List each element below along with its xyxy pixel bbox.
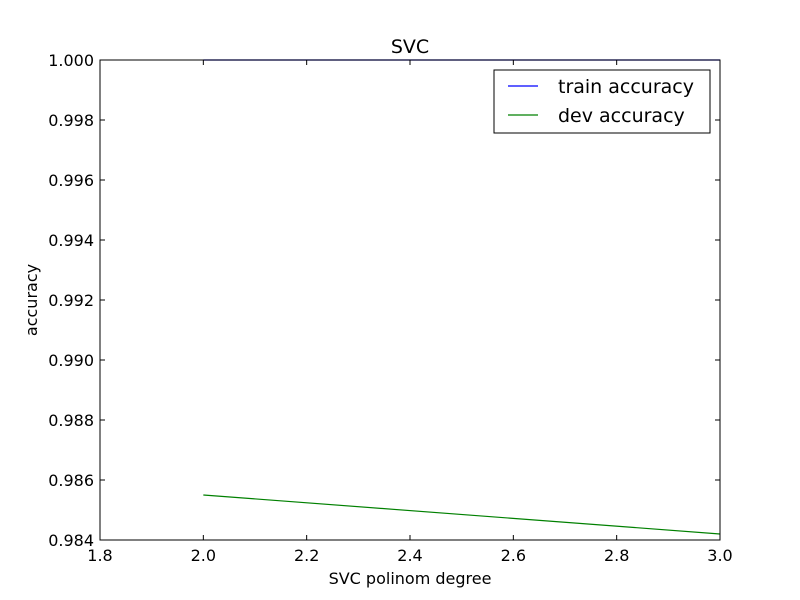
legend-label-train: train accuracy bbox=[558, 76, 694, 98]
y-tick-label: 0.984 bbox=[48, 531, 94, 550]
x-tick-label: 2.0 bbox=[191, 546, 216, 565]
x-tick-label: 2.6 bbox=[501, 546, 526, 565]
y-tick-label: 0.994 bbox=[48, 231, 94, 250]
y-axis-label: accuracy bbox=[22, 264, 41, 336]
x-axis-label: SVC polinom degree bbox=[329, 569, 492, 588]
x-tick-label: 2.2 bbox=[294, 546, 319, 565]
y-tick-label: 0.990 bbox=[48, 351, 94, 370]
x-tick-label: 2.4 bbox=[397, 546, 422, 565]
y-tick-label: 0.986 bbox=[48, 471, 94, 490]
y-tick-label: 0.998 bbox=[48, 111, 94, 130]
legend-label-dev: dev accuracy bbox=[558, 105, 685, 127]
x-tick-label: 2.8 bbox=[604, 546, 629, 565]
y-tick-label: 0.996 bbox=[48, 171, 94, 190]
legend: train accuracy dev accuracy bbox=[493, 69, 711, 134]
y-tick-label: 0.992 bbox=[48, 291, 94, 310]
y-tick-label: 1.000 bbox=[48, 51, 94, 70]
y-tick-label: 0.988 bbox=[48, 411, 94, 430]
axis-ticks: 1.8 2.0 2.2 2.4 2.6 2.8 3.0 1.000 0.998 0.996 0.99… bbox=[48, 51, 733, 565]
x-tick-label: 3.0 bbox=[707, 546, 732, 565]
x-tick-label: 1.8 bbox=[87, 546, 112, 565]
series-line-dev bbox=[203, 494, 721, 535]
chart-title: SVC bbox=[391, 36, 429, 58]
legend-box bbox=[493, 69, 711, 134]
